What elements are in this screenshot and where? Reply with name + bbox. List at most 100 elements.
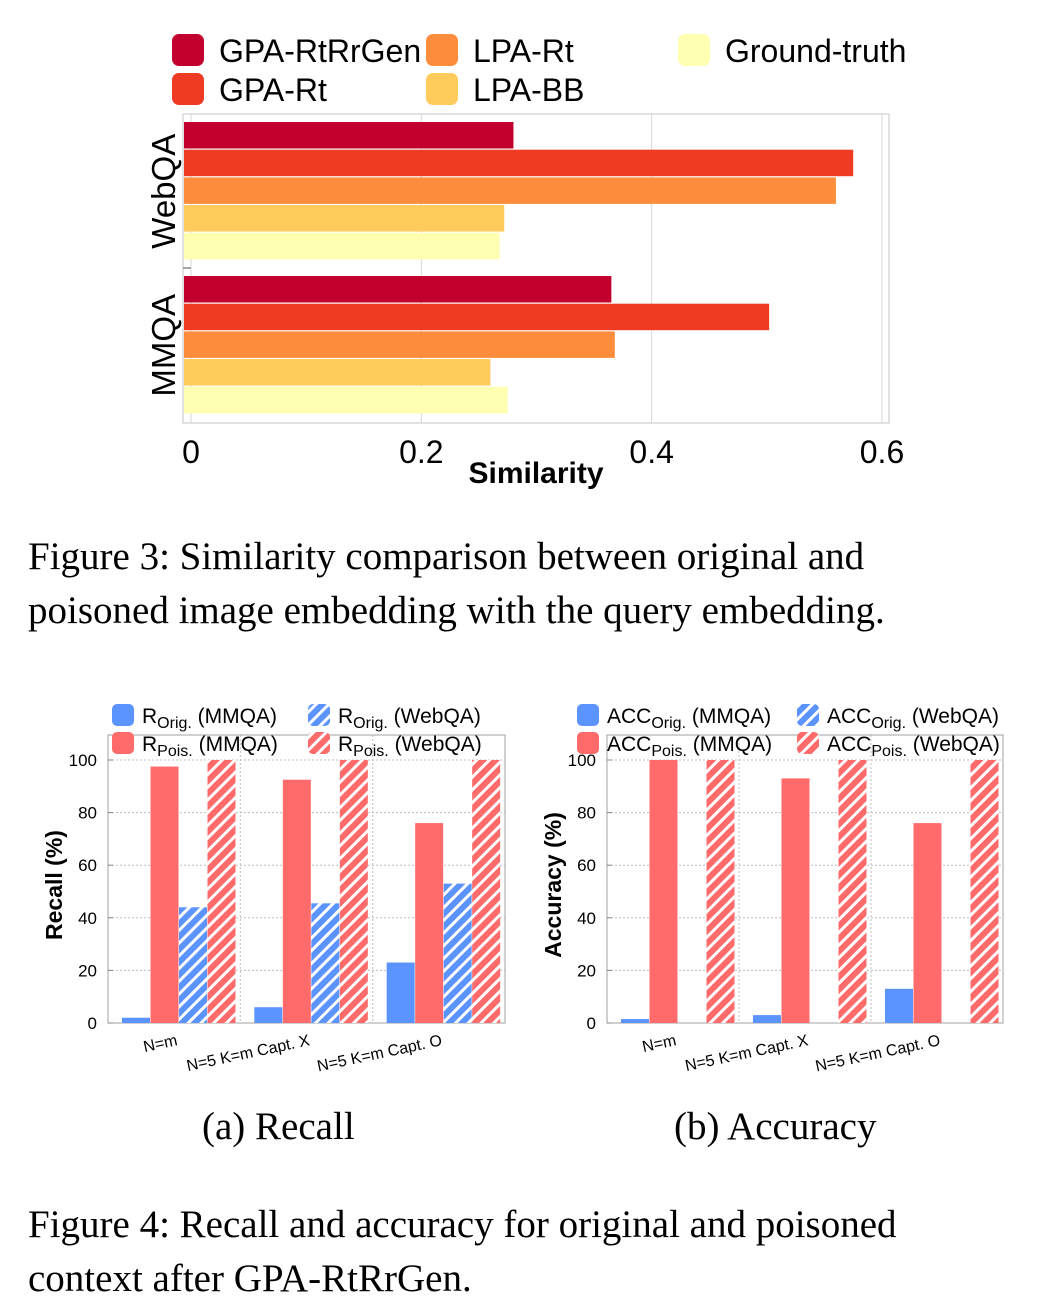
legend-label-gpa-rt: GPA-Rt bbox=[219, 72, 327, 108]
legend-label-subscript: Pois. bbox=[157, 743, 193, 760]
legend-swatch-lpa-rt bbox=[426, 34, 458, 66]
bar-r-orig-webqa-n-m bbox=[179, 907, 207, 1023]
x-tick-label: 0.6 bbox=[860, 434, 904, 470]
figure-4-caption-line-1: Figure 4: Recall and accuracy for origin… bbox=[28, 1203, 897, 1246]
legend-swatch-lpa-bb bbox=[426, 73, 458, 105]
legend-label-lpa-bb: LPA-BB bbox=[473, 72, 584, 108]
bar-lpa-rt-mmqa bbox=[184, 331, 615, 358]
bar-lpa-rt-webqa bbox=[184, 177, 836, 204]
y-tick-label: 80 bbox=[577, 804, 596, 823]
bar-r-orig-mmqa-n-5-k-m-capt-o bbox=[386, 962, 415, 1023]
legend-label-suffix: (MMQA) bbox=[192, 705, 277, 728]
subcaption-recall: (a) Recall bbox=[202, 1105, 355, 1148]
bar-gpa-rt-webqa bbox=[184, 149, 854, 177]
bar-r-pois-webqa-n-m bbox=[207, 759, 236, 1023]
legend-label-0: ACCOrig. (MMQA) bbox=[607, 705, 771, 732]
bar-acc-orig-mmqa-n-5-k-m-capt-o bbox=[885, 988, 913, 1023]
legend-label-suffix: (MMQA) bbox=[687, 733, 772, 756]
legend-label-main: R bbox=[142, 733, 157, 756]
bar-r-pois-mmqa-n-5-k-m-capt-x bbox=[282, 779, 311, 1023]
bar-acc-pois-mmqa-n-5-k-m-capt-o bbox=[913, 823, 942, 1023]
figure-3-caption-line-2: poisoned image embedding with the query … bbox=[28, 589, 885, 632]
legend-label-main: ACC bbox=[607, 705, 651, 728]
x-tick-label-n-5-k-m-capt-x: N=5 K=m Capt. X bbox=[684, 1032, 811, 1075]
bar-gpa-rtrrgen-webqa bbox=[184, 122, 514, 149]
bar-r-orig-mmqa-n-m bbox=[122, 1017, 150, 1023]
y-axis-label: Recall (%) bbox=[41, 830, 67, 940]
legend-swatch-gpa-rt bbox=[172, 73, 204, 105]
bar-r-pois-mmqa-n-5-k-m-capt-o bbox=[415, 823, 444, 1023]
x-tick-label-n-5-k-m-capt-x: N=5 K=m Capt. X bbox=[185, 1032, 312, 1075]
legend-label-main: R bbox=[338, 733, 353, 756]
legend-label-0: ROrig. (MMQA) bbox=[142, 705, 277, 732]
legend-label-1: ROrig. (WebQA) bbox=[338, 705, 481, 732]
legend-label-subscript: Orig. bbox=[157, 715, 192, 732]
y-axis-label: Accuracy (%) bbox=[540, 812, 566, 958]
legend-label-main: R bbox=[338, 705, 353, 728]
legend-label-2: RPois. (MMQA) bbox=[142, 733, 278, 760]
bar-acc-orig-mmqa-n-m bbox=[621, 1019, 649, 1023]
legend-label-subscript: Orig. bbox=[871, 715, 906, 732]
y-tick-label: 60 bbox=[78, 856, 97, 875]
legend-label-suffix: (WebQA) bbox=[388, 705, 481, 728]
legend-label-subscript: Orig. bbox=[353, 715, 388, 732]
y-tick-label: 0 bbox=[587, 1014, 596, 1033]
bar-acc-pois-webqa-n-m bbox=[706, 759, 735, 1023]
legend-label-suffix: (WebQA) bbox=[389, 733, 482, 756]
legend-swatch-3 bbox=[308, 732, 330, 754]
legend-label-main: R bbox=[142, 705, 157, 728]
bar-acc-orig-mmqa-n-5-k-m-capt-x bbox=[753, 1015, 781, 1023]
bar-r-pois-mmqa-n-m bbox=[150, 766, 179, 1023]
similarity-chart: WebQA MMQA 0 0.2 0.4 0.6 Similarity GPA-RtRrGen… bbox=[145, 33, 906, 490]
bar-acc-pois-webqa-n-5-k-m-capt-x bbox=[838, 759, 867, 1023]
bar-gpa-rt-mmqa bbox=[184, 303, 770, 331]
legend-swatch-2 bbox=[112, 732, 134, 754]
y-tick-label: 40 bbox=[577, 909, 596, 928]
x-axis-label: Similarity bbox=[468, 457, 603, 490]
bar-acc-pois-webqa-n-5-k-m-capt-o bbox=[970, 759, 999, 1023]
bar-r-pois-webqa-n-5-k-m-capt-o bbox=[472, 759, 501, 1023]
legend-swatch-3 bbox=[797, 732, 819, 754]
legend-label-main: ACC bbox=[827, 733, 871, 756]
y-tick-label: 0 bbox=[88, 1014, 97, 1033]
x-tick-label-n-5-k-m-capt-o: N=5 K=m Capt. O bbox=[316, 1032, 444, 1075]
legend-label-2: ACCPois. (MMQA) bbox=[607, 733, 772, 760]
bar-lpa-bb-webqa bbox=[184, 205, 505, 232]
bar-r-orig-webqa-n-5-k-m-capt-x bbox=[311, 903, 340, 1023]
legend-label-subscript: Pois. bbox=[651, 743, 687, 760]
bar-lpa-bb-mmqa bbox=[184, 359, 491, 386]
legend-label-subscript: Pois. bbox=[871, 743, 907, 760]
x-tick-label: 0 bbox=[182, 434, 200, 470]
y-tick-label: 100 bbox=[69, 751, 97, 770]
y-tick-label: 40 bbox=[78, 909, 97, 928]
legend-label-main: ACC bbox=[827, 705, 871, 728]
legend-label-main: ACC bbox=[607, 733, 651, 756]
legend-label-suffix: (WebQA) bbox=[906, 705, 999, 728]
y-tick-label: 20 bbox=[577, 961, 596, 980]
x-tick-label-n-m: N=m bbox=[142, 1032, 179, 1056]
legend-label-suffix: (MMQA) bbox=[193, 733, 278, 756]
bar-acc-pois-mmqa-n-m bbox=[649, 759, 678, 1023]
legend-label-suffix: (MMQA) bbox=[686, 705, 771, 728]
legend-label-gpa-rtrrgen: GPA-RtRrGen bbox=[219, 33, 421, 69]
legend-label-suffix: (WebQA) bbox=[907, 733, 1000, 756]
legend-swatch-0 bbox=[577, 704, 599, 726]
legend-swatch-0 bbox=[112, 704, 134, 726]
figure-3-caption-line-1: Figure 3: Similarity comparison between … bbox=[28, 535, 865, 578]
legend-label-subscript: Orig. bbox=[651, 715, 686, 732]
bar-acc-pois-mmqa-n-5-k-m-capt-x bbox=[781, 778, 810, 1023]
category-label-webqa: WebQA bbox=[145, 134, 182, 249]
legend-swatch-2 bbox=[577, 732, 599, 754]
figure-4-caption: Figure 4: Recall and accuracy for origin… bbox=[28, 1198, 1043, 1306]
bar-ground-truth-webqa bbox=[184, 232, 500, 260]
legend-label-3: RPois. (WebQA) bbox=[338, 733, 482, 760]
y-tick-label: 20 bbox=[78, 961, 97, 980]
x-tick-label: 0.4 bbox=[629, 434, 673, 470]
legend-swatch-1 bbox=[308, 704, 330, 726]
legend-label-1: ACCOrig. (WebQA) bbox=[827, 705, 999, 732]
figure-4-caption-line-2: context after GPA-RtRrGen. bbox=[28, 1257, 472, 1300]
y-tick-label: 60 bbox=[577, 856, 596, 875]
y-tick-label: 80 bbox=[78, 804, 97, 823]
figure-3-caption: Figure 3: Similarity comparison between … bbox=[28, 530, 1043, 638]
